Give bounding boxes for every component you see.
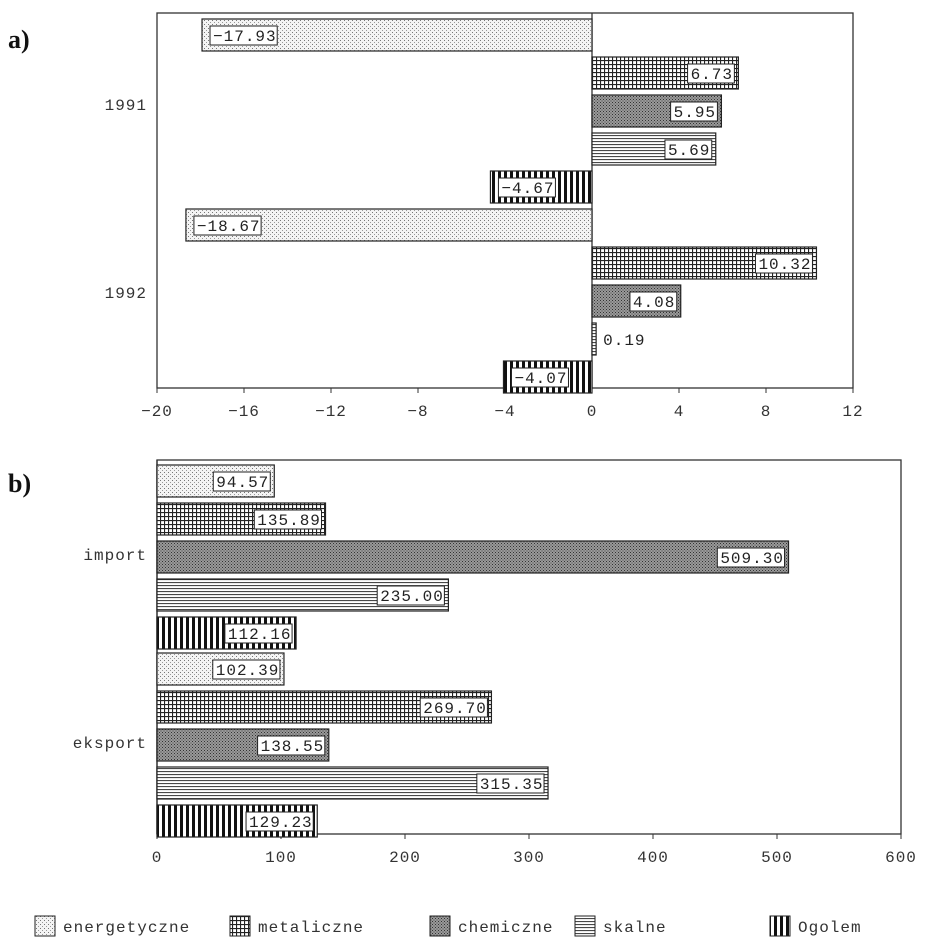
x-tick-label: 100 <box>265 849 297 867</box>
data-label-box <box>253 509 323 530</box>
x-tick-label: −8 <box>407 403 428 421</box>
data-label-box <box>664 139 713 160</box>
data-label: 6.73 <box>691 66 733 84</box>
x-tick-label: −20 <box>141 403 173 421</box>
data-label-box <box>419 697 488 718</box>
data-label-box <box>245 811 314 832</box>
x-tick-label: −16 <box>228 403 260 421</box>
data-label: 129.23 <box>249 814 313 832</box>
panel-a-label: a) <box>8 25 30 54</box>
bar-skalne <box>591 322 597 356</box>
data-label-box <box>754 253 813 274</box>
data-label: 102.39 <box>216 662 280 680</box>
x-tick-label: 8 <box>761 403 772 421</box>
x-tick-label: 600 <box>885 849 917 867</box>
x-tick-label: 12 <box>842 403 863 421</box>
x-tick-label: 300 <box>513 849 545 867</box>
x-tick-label: 0 <box>587 403 598 421</box>
x-tick-label: 500 <box>761 849 793 867</box>
data-label: −4.07 <box>514 370 567 388</box>
legend-label-chemiczne: chemiczne <box>458 919 553 937</box>
data-label-box <box>716 547 786 568</box>
data-label-box <box>629 291 678 312</box>
legend-swatch-metaliczne <box>229 915 251 937</box>
category-label: import <box>83 547 147 565</box>
data-label-box <box>476 773 545 794</box>
panel-a: −20 −16 −12 −8 −4 0 4 8 12 1991 −17.93 6.73 5.95 5.69… <box>105 12 863 421</box>
x-tick-label: −12 <box>315 403 347 421</box>
x-tick-label: −4 <box>494 403 515 421</box>
data-label: 509.30 <box>720 550 784 568</box>
data-label-box <box>212 659 281 680</box>
data-label: 5.95 <box>674 104 716 122</box>
data-label: 5.69 <box>668 142 710 160</box>
data-label: −4.67 <box>501 180 554 198</box>
x-tick-label: 0 <box>152 849 163 867</box>
legend-swatch-ogolem <box>769 915 791 937</box>
data-label: 135.89 <box>257 512 321 530</box>
data-label-box <box>209 25 278 46</box>
data-label: −18.67 <box>197 218 261 236</box>
data-label: 0.19 <box>603 332 645 350</box>
data-label-box <box>510 367 569 388</box>
data-label: 10.32 <box>758 256 811 274</box>
legend-label-metaliczne: metaliczne <box>258 919 364 937</box>
data-label-box <box>376 585 445 606</box>
panel-b: 0 100 200 300 400 500 600 import 94.57 135.89 509.… <box>73 459 917 867</box>
data-label-box <box>687 63 735 84</box>
data-label-box <box>224 623 293 644</box>
data-label-box <box>193 215 262 236</box>
data-label: −17.93 <box>213 28 277 46</box>
data-label: 138.55 <box>261 738 325 756</box>
category-label: eksport <box>73 735 147 753</box>
legend-label-energetyczne: energetyczne <box>63 919 190 937</box>
data-label-box <box>257 735 326 756</box>
x-tick-label: 200 <box>389 849 421 867</box>
category-label: 1991 <box>105 97 147 115</box>
data-label: 235.00 <box>380 588 444 606</box>
data-label: 94.57 <box>216 474 269 492</box>
category-label: 1992 <box>105 285 147 303</box>
data-label: 4.08 <box>633 294 675 312</box>
legend-swatch-energetyczne <box>34 915 56 937</box>
legend: energetyczne metaliczne chemiczne skalne Ogo… <box>34 915 862 937</box>
data-label: 112.16 <box>228 626 292 644</box>
panel-b-label: b) <box>8 469 31 498</box>
legend-swatch-skalne <box>574 915 596 937</box>
x-tick-label: 4 <box>674 403 685 421</box>
data-label-box <box>670 101 718 122</box>
x-tick-label: 400 <box>637 849 669 867</box>
data-label: 315.35 <box>480 776 544 794</box>
legend-label-ogolem: Ogolem <box>798 919 862 937</box>
legend-label-skalne: skalne <box>603 919 667 937</box>
legend-swatch-chemiczne <box>429 915 451 937</box>
data-label-box <box>212 471 271 492</box>
data-label-box <box>497 177 556 198</box>
data-label: 269.70 <box>423 700 487 718</box>
bar-chemiczne <box>156 540 790 574</box>
